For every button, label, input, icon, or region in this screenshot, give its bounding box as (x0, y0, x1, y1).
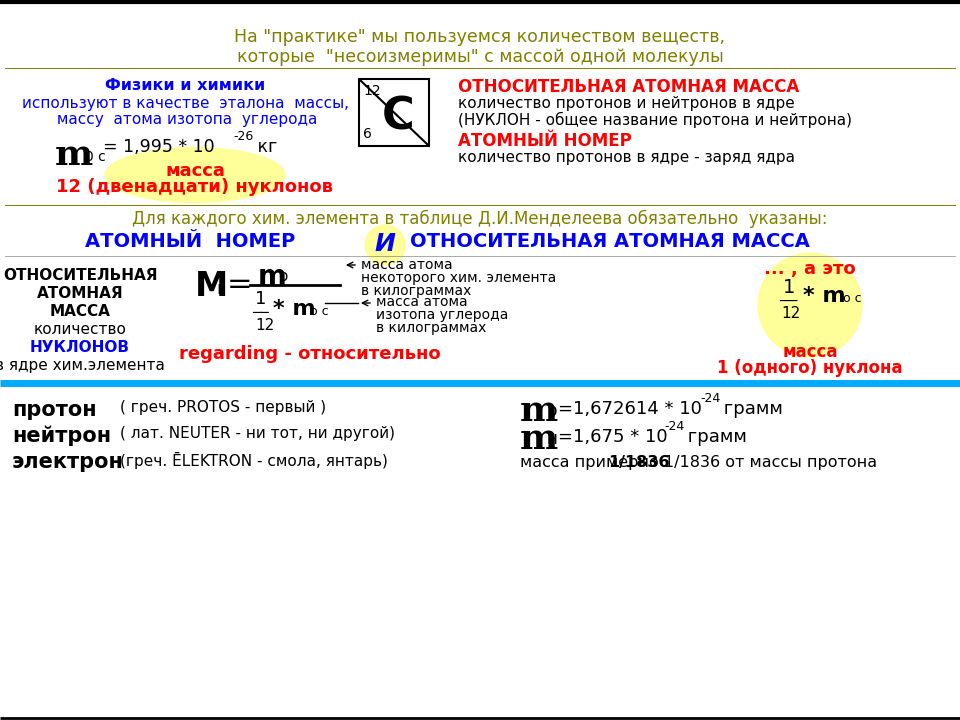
Text: ──: ── (779, 294, 797, 309)
Text: ОТНОСИТЕЛЬНАЯ АТОМНАЯ МАССА: ОТНОСИТЕЛЬНАЯ АТОМНАЯ МАССА (458, 78, 800, 96)
Text: нейтрон: нейтрон (12, 426, 111, 446)
Text: Для каждого хим. элемента в таблице Д.И.Менделеева обязательно  указаны:: Для каждого хим. элемента в таблице Д.И.… (132, 210, 828, 228)
Text: ... , а это: ... , а это (764, 260, 855, 278)
Text: * m: * m (803, 286, 846, 306)
Text: электрон: электрон (12, 452, 124, 472)
Text: масса примерно 1/1836 от массы протона: масса примерно 1/1836 от массы протона (520, 455, 877, 470)
Text: 6: 6 (363, 127, 372, 141)
Text: масса: масса (165, 162, 225, 180)
Text: m: m (520, 422, 559, 456)
Text: в килограммах: в килограммах (361, 284, 471, 298)
Text: грамм: грамм (718, 400, 782, 418)
Text: m: m (258, 263, 287, 291)
Text: количество протонов и нейтронов в ядре: количество протонов и нейтронов в ядре (458, 96, 795, 111)
Text: АТОМНАЯ: АТОМНАЯ (36, 286, 123, 301)
Text: =: = (227, 270, 252, 299)
Text: =1,675 * 10: =1,675 * 10 (558, 428, 667, 446)
Text: количество протонов в ядре - заряд ядра: количество протонов в ядре - заряд ядра (458, 150, 795, 165)
Text: r: r (216, 280, 224, 298)
Text: 12: 12 (781, 306, 801, 321)
Text: масса: масса (782, 343, 838, 361)
Text: 12: 12 (363, 84, 380, 98)
Text: = 1,995 * 10: = 1,995 * 10 (103, 138, 215, 156)
Text: ( лат. NEUTER - ни тот, ни другой): ( лат. NEUTER - ни тот, ни другой) (120, 426, 395, 441)
Text: о с: о с (843, 292, 862, 305)
Text: о с: о с (310, 305, 328, 318)
Text: используют в качестве  эталона  массы,: используют в качестве эталона массы, (21, 96, 348, 111)
Text: н: н (546, 430, 557, 448)
Text: которые  "несоизмеримы" с массой одной молекулы: которые "несоизмеримы" с массой одной мо… (236, 48, 724, 66)
Text: -24: -24 (664, 420, 684, 433)
Text: о: о (278, 269, 287, 284)
Text: в килограммах: в килограммах (376, 321, 487, 335)
Text: кг: кг (252, 138, 277, 156)
Text: 1: 1 (255, 290, 266, 308)
Text: АТОМНЫЙ  НОМЕР: АТОМНЫЙ НОМЕР (84, 232, 295, 251)
Text: * m: * m (273, 299, 316, 319)
Text: 1/1836: 1/1836 (608, 455, 669, 470)
Text: =1,672614 * 10: =1,672614 * 10 (558, 400, 702, 418)
Text: -24: -24 (700, 392, 720, 405)
Text: протон: протон (12, 400, 97, 420)
Text: ОТНОСИТЕЛЬНАЯ АТОМНАЯ МАССА: ОТНОСИТЕЛЬНАЯ АТОМНАЯ МАССА (410, 232, 810, 251)
Text: ОТНОСИТЕЛЬНАЯ: ОТНОСИТЕЛЬНАЯ (3, 268, 157, 283)
Text: 12: 12 (255, 318, 275, 333)
Text: ──: ── (252, 306, 269, 320)
Text: 1: 1 (783, 278, 796, 297)
Text: МАССА: МАССА (50, 304, 110, 319)
Text: 12 (двенадцати) нуклонов: 12 (двенадцати) нуклонов (57, 178, 333, 196)
Text: regarding - относительно: regarding - относительно (180, 345, 441, 363)
Text: -26: -26 (233, 130, 253, 143)
Text: 1 (одного) нуклона: 1 (одного) нуклона (717, 359, 902, 377)
Text: масса атома: масса атома (376, 295, 468, 309)
Text: грамм: грамм (682, 428, 747, 446)
Text: И: И (374, 232, 396, 256)
Text: массу  атома изотопа  углерода: массу атома изотопа углерода (52, 112, 318, 127)
Text: C: C (382, 95, 415, 138)
Text: На "практике" мы пользуемся количеством веществ,: На "практике" мы пользуемся количеством … (234, 28, 726, 46)
Circle shape (365, 225, 405, 265)
Text: АТОМНЫЙ НОМЕР: АТОМНЫЙ НОМЕР (458, 132, 632, 150)
Text: НУКЛОНОВ: НУКЛОНОВ (30, 340, 130, 355)
Text: некоторого хим. элемента: некоторого хим. элемента (361, 271, 556, 285)
Text: ( греч. PROТОS - первый ): ( греч. PROТОS - первый ) (120, 400, 326, 415)
Text: (греч. ĒLEKTRON - смола, янтарь): (греч. ĒLEKTRON - смола, янтарь) (120, 452, 388, 469)
Text: m: m (55, 138, 93, 172)
Text: масса атома: масса атома (361, 258, 452, 272)
Text: количество: количество (34, 322, 127, 337)
Circle shape (758, 253, 862, 357)
Text: M: M (195, 270, 228, 303)
Text: m: m (520, 394, 559, 428)
FancyBboxPatch shape (359, 79, 429, 146)
Ellipse shape (105, 148, 285, 202)
Text: в ядре хим.элемента: в ядре хим.элемента (0, 358, 165, 373)
Text: 0 с: 0 с (85, 150, 106, 164)
Text: р: р (546, 402, 557, 420)
Text: (НУКЛОН - общее название протона и нейтрона): (НУКЛОН - общее название протона и нейтр… (458, 112, 852, 128)
Text: Физики и химики: Физики и химики (105, 78, 265, 93)
Text: изотопа углерода: изотопа углерода (376, 308, 509, 322)
